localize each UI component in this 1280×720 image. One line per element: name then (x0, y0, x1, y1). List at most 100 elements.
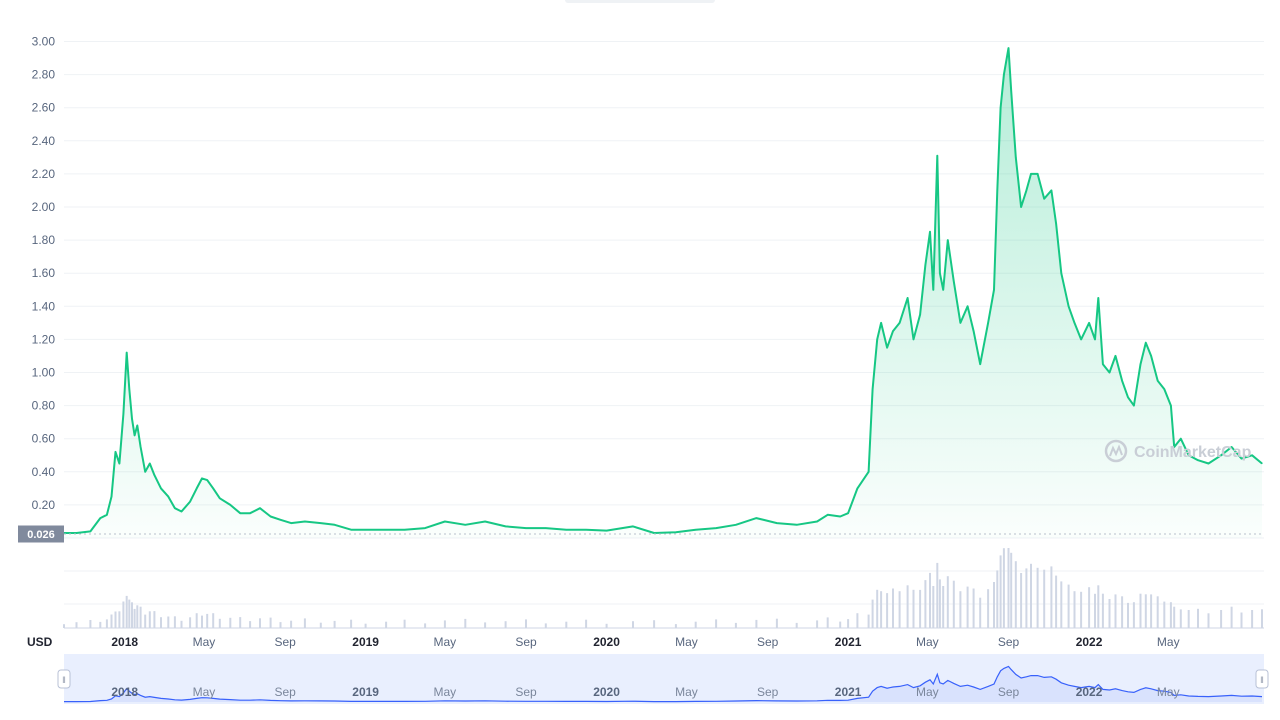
navigator-tick-label: May (193, 685, 216, 699)
volume-bar (1014, 561, 1017, 628)
price-point (385, 529, 387, 531)
price-point (695, 529, 697, 531)
volume-bar (1101, 593, 1104, 628)
volume-bar (839, 621, 842, 628)
price-point (134, 434, 136, 436)
x-tick-label: May (193, 635, 216, 649)
price-point (876, 338, 878, 340)
navigator-right-handle[interactable] (1255, 669, 1269, 689)
y-tick-label: 1.60 (32, 266, 56, 280)
volume-bar (1060, 581, 1063, 628)
volume-bar (1230, 606, 1233, 628)
price-point (936, 155, 938, 157)
volume-bar (180, 620, 183, 628)
price-series (63, 47, 1263, 538)
price-point (1030, 173, 1032, 175)
price-point (899, 322, 901, 324)
x-tick-label: May (675, 635, 698, 649)
volume-bar (871, 599, 874, 628)
volume-bar (1197, 608, 1199, 628)
volume-bar (1108, 599, 1111, 628)
price-point (1139, 363, 1142, 365)
navigator-tick-label: May (916, 685, 939, 699)
y-tick-label: 0.20 (32, 498, 56, 512)
current-price-marker: 0.026 (18, 525, 1264, 543)
price-point (880, 322, 882, 324)
price-point (1197, 459, 1199, 461)
price-point (350, 529, 352, 531)
volume-bar (1220, 610, 1223, 628)
volume-bar (114, 611, 117, 628)
price-point (505, 525, 507, 528)
x-tick-label: Sep (274, 635, 296, 649)
price-point (149, 462, 151, 465)
price-point (174, 507, 176, 509)
volume-bar (148, 611, 151, 628)
volume-bar (75, 622, 78, 628)
volume-bar (892, 588, 894, 628)
price-point (1000, 107, 1002, 109)
volume-bar (350, 619, 353, 628)
price-point (114, 451, 117, 453)
volume-bar (1067, 584, 1070, 628)
volume-bar (1261, 609, 1263, 628)
price-point (1073, 322, 1076, 324)
volume-bar (249, 621, 252, 628)
price-point (144, 471, 146, 473)
price-point (1007, 47, 1010, 49)
x-tick-label: Sep (757, 635, 779, 649)
volume-bar (1114, 594, 1117, 628)
price-point (118, 462, 120, 465)
volume-bar (942, 586, 945, 628)
price-point (229, 504, 231, 506)
volume-bar (206, 613, 209, 628)
price-point (1010, 90, 1012, 92)
price-point (1088, 322, 1090, 324)
price-point (1133, 405, 1135, 407)
range-navigator[interactable]: ǁ ǁ 2018 May Sep 2019 May Sep 2020 May Sep 2021 Ma… (57, 654, 1269, 704)
volume-bar (906, 585, 909, 628)
y-tick-label: 1.80 (32, 233, 56, 247)
volume-bar (303, 618, 306, 628)
volume-bar (936, 562, 939, 628)
price-point (239, 512, 241, 514)
volume-bar (993, 582, 995, 628)
volume-bar (89, 620, 92, 628)
price-point (1207, 462, 1210, 465)
volume-bar (919, 589, 922, 628)
navigator-tick-label: May (434, 685, 457, 699)
price-point (1170, 405, 1172, 407)
price-point (1163, 388, 1165, 390)
volume-bar (1002, 548, 1005, 628)
volume-bar (847, 619, 850, 628)
price-point (201, 477, 203, 479)
x-tick-label: May (916, 635, 939, 649)
volume-bar (110, 614, 113, 628)
volume-bar (952, 580, 955, 628)
volume-bar (856, 613, 859, 628)
price-point (967, 305, 969, 307)
volume-bar (966, 586, 969, 628)
price-point (131, 418, 133, 420)
price-point (1015, 156, 1017, 158)
price-point (796, 524, 798, 526)
x-tick-label: Sep (998, 635, 1020, 649)
volume-bar (504, 621, 507, 628)
volume-bar (876, 589, 879, 628)
volume-bar (1094, 593, 1096, 628)
price-point (1025, 189, 1027, 191)
volume-bar (816, 620, 819, 628)
price-point (847, 512, 849, 514)
volume-bar (122, 601, 125, 628)
price-point (219, 497, 221, 499)
navigator-left-handle[interactable] (57, 669, 71, 689)
volume-bar (1251, 610, 1254, 628)
y-tick-label: 2.60 (32, 101, 56, 115)
current-price-value: 0.026 (27, 529, 55, 541)
price-point (545, 527, 547, 529)
volume-bar (424, 623, 427, 628)
volume-bar (136, 605, 139, 628)
price-point (1020, 206, 1022, 208)
volume-bar (1179, 609, 1182, 628)
